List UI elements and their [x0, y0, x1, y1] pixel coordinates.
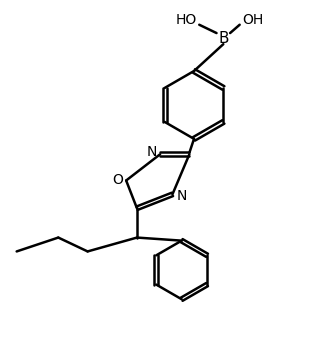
Text: OH: OH	[242, 13, 263, 27]
Text: N: N	[177, 189, 187, 203]
Text: O: O	[112, 174, 123, 187]
Text: N: N	[146, 145, 157, 159]
Text: B: B	[218, 31, 229, 46]
Text: HO: HO	[176, 13, 197, 27]
